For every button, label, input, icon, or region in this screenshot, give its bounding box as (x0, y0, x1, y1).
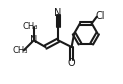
Text: N: N (30, 35, 37, 45)
Text: Cl: Cl (95, 11, 105, 21)
Text: O: O (68, 58, 75, 68)
Text: N: N (54, 8, 62, 18)
Text: CH₃: CH₃ (13, 46, 28, 55)
Text: CH₃: CH₃ (23, 22, 38, 31)
